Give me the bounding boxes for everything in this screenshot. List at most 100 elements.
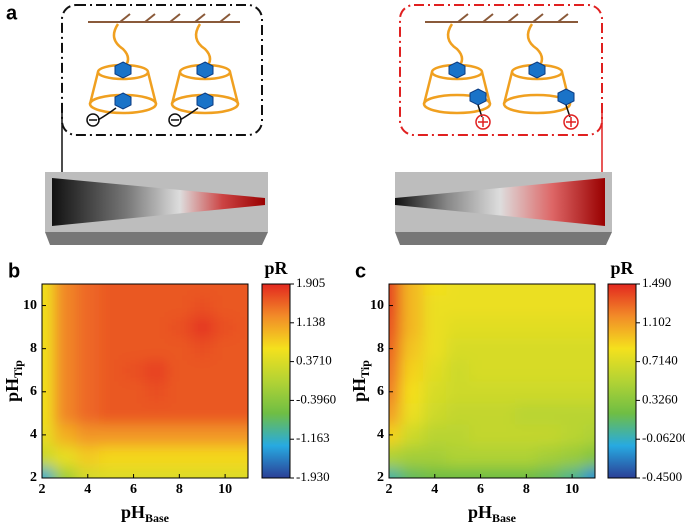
cell — [145, 381, 169, 404]
colorbar-tick-label: -0.4500 — [642, 469, 682, 484]
y-tick-label: 4 — [377, 427, 384, 442]
cell — [400, 467, 424, 478]
cell — [190, 381, 215, 404]
y-axis-label-main: pH — [349, 378, 369, 402]
colorbar-tick-label: -0.3960 — [296, 391, 336, 406]
surface — [88, 13, 578, 23]
cell — [213, 359, 238, 382]
cell — [492, 402, 516, 425]
cell — [213, 467, 238, 478]
colorbar-tick-label: 0.3260 — [642, 391, 678, 406]
cell — [492, 424, 516, 447]
colorbar-tick-label: -1.163 — [296, 430, 330, 445]
cell — [99, 445, 123, 468]
cell — [537, 294, 562, 317]
cell — [236, 294, 248, 317]
cell — [537, 359, 562, 382]
chart: c2 4 6 8 10246810pHBasepHTippR1.4901.1020.71… — [349, 258, 685, 525]
cell — [400, 381, 424, 404]
cell — [492, 337, 516, 360]
x-tick-label: 4 — [431, 482, 438, 497]
y-tick-label: 6 — [377, 384, 384, 399]
cell — [400, 284, 424, 296]
y-tick-label: 8 — [377, 341, 384, 356]
nanopore — [45, 172, 612, 245]
cell — [537, 316, 562, 339]
cell — [514, 316, 539, 339]
cell — [213, 284, 238, 296]
cell — [145, 337, 169, 360]
cell — [99, 294, 123, 317]
cell — [469, 359, 493, 382]
cell — [145, 359, 169, 382]
cell — [514, 284, 539, 296]
cell — [469, 316, 493, 339]
cell — [53, 316, 77, 339]
cell — [560, 445, 585, 468]
cell — [446, 284, 470, 296]
cell — [423, 284, 447, 296]
cell — [99, 381, 123, 404]
cell — [537, 402, 562, 425]
cell — [167, 424, 192, 447]
colorbar — [261, 283, 291, 479]
cell — [122, 359, 146, 382]
cell — [560, 316, 585, 339]
cell — [42, 359, 54, 382]
cell — [76, 359, 100, 382]
cell — [42, 467, 54, 478]
cell — [469, 381, 493, 404]
cell — [389, 381, 401, 404]
cell — [514, 359, 539, 382]
y-tick-label: 10 — [23, 298, 37, 313]
cell — [583, 359, 595, 382]
cell — [469, 445, 493, 468]
cell — [469, 402, 493, 425]
cell — [446, 467, 470, 478]
plot-area — [389, 284, 595, 478]
cell — [76, 424, 100, 447]
cyclodextrins — [88, 23, 572, 115]
cell — [492, 467, 516, 478]
cell — [469, 467, 493, 478]
cell — [53, 402, 77, 425]
cells — [389, 284, 595, 478]
x-tick-label: 10 — [565, 482, 579, 497]
cell — [236, 424, 248, 447]
cell — [167, 445, 192, 468]
cell — [492, 359, 516, 382]
cell — [190, 402, 215, 425]
cell — [514, 445, 539, 468]
x-tick-label: 4 — [84, 482, 91, 497]
cell — [99, 359, 123, 382]
cell — [122, 284, 146, 296]
cell — [53, 424, 77, 447]
cell — [583, 445, 595, 468]
x-axis-label: pHBase — [468, 502, 517, 525]
x-tick-label: 6 — [130, 482, 137, 497]
cell — [53, 284, 77, 296]
cell — [537, 284, 562, 296]
cell — [236, 284, 248, 296]
cell — [167, 381, 192, 404]
cell — [76, 284, 100, 296]
y-axis-label: pHTip — [349, 360, 372, 402]
cell — [389, 445, 401, 468]
x-tick-label: 6 — [477, 482, 484, 497]
cell — [213, 424, 238, 447]
cell — [560, 359, 585, 382]
x-tick-label: 8 — [176, 482, 183, 497]
cell — [469, 284, 493, 296]
x-axis-label-sub: Base — [145, 511, 170, 525]
cell — [537, 445, 562, 468]
colorbar-title: pR — [264, 258, 288, 278]
cell — [99, 284, 123, 296]
x-axis-label-sub: Base — [492, 511, 517, 525]
cell — [167, 337, 192, 360]
cell — [423, 381, 447, 404]
box — [61, 4, 263, 136]
cell — [423, 402, 447, 425]
y-axis-label-main: pH — [2, 378, 22, 402]
cell — [423, 424, 447, 447]
cell — [42, 294, 54, 317]
